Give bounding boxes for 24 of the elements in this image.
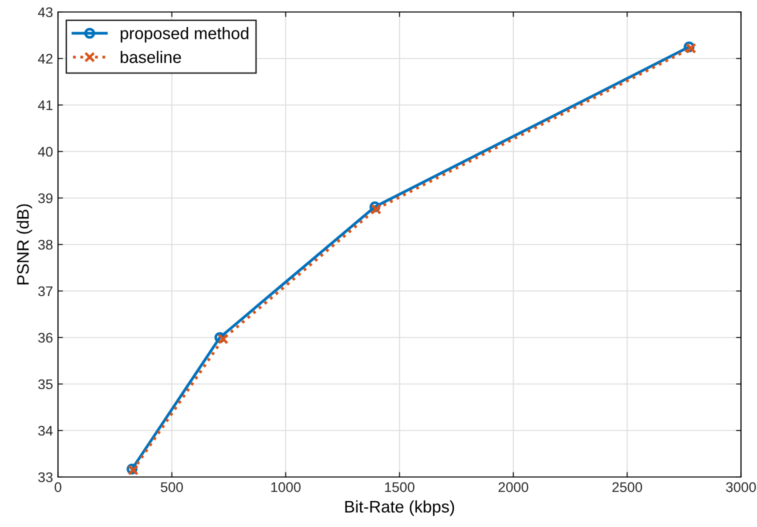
point — [218, 333, 228, 344]
y-axis-title: PSNR (dB) — [16, 204, 32, 284]
point — [370, 204, 382, 215]
y-tick-label: 40 — [38, 146, 53, 157]
x-tick-label: 1000 — [271, 482, 301, 492]
y-tick-label: 39 — [38, 193, 52, 204]
x-tick-label: 2500 — [612, 482, 642, 492]
x-axis-title: Bit-Rate (kbps) — [345, 500, 454, 516]
x-tick-label: 500 — [160, 482, 183, 492]
x-tick-label: 2000 — [498, 482, 528, 492]
y-tick-label: 34 — [38, 426, 53, 436]
y-tick-label: 42 — [38, 54, 52, 64]
x-tick-label: 1500 — [385, 482, 414, 492]
x-tick-label: 0 — [54, 482, 62, 492]
y-tick-label: 41 — [38, 100, 52, 110]
y-tick-label: 43 — [38, 7, 53, 18]
y-tick-label: 36 — [38, 332, 53, 343]
y-tick-label: 37 — [38, 286, 52, 296]
y-tick-label: 35 — [38, 379, 53, 390]
x-tick-label: 3000 — [726, 482, 756, 492]
y-tick-label: 33 — [38, 472, 53, 482]
legend-label: proposed method — [120, 27, 248, 43]
y-tick-label: 38 — [38, 240, 53, 250]
legend-label: baseline — [120, 50, 182, 64]
